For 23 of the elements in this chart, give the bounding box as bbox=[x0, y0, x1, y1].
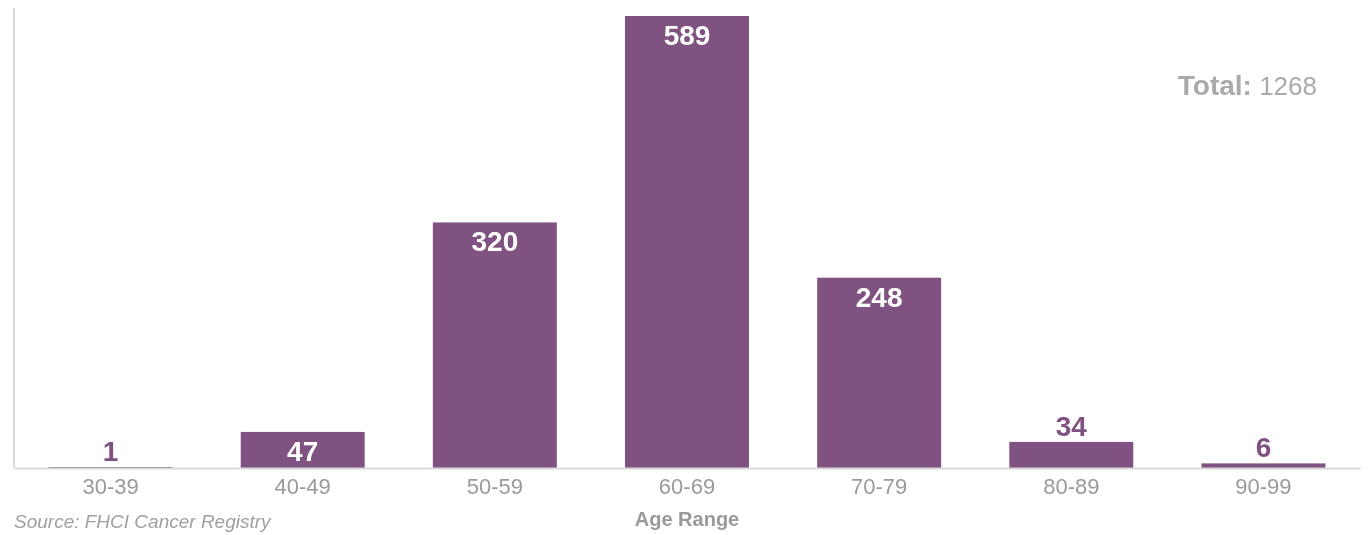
annotation: Total: 1268 bbox=[1177, 70, 1317, 101]
data-label: 320 bbox=[471, 226, 519, 258]
bar bbox=[1009, 441, 1134, 468]
x-tick-label: 40-49 bbox=[274, 473, 331, 499]
data-label: 1 bbox=[102, 436, 119, 468]
x-tick-label: 70-79 bbox=[851, 473, 908, 499]
x-tick-label: 90-99 bbox=[1235, 473, 1292, 499]
bar bbox=[240, 431, 365, 468]
x-tick-label: 30-39 bbox=[82, 473, 139, 499]
data-label: 248 bbox=[855, 281, 903, 313]
bar bbox=[625, 16, 749, 468]
x-axis-title: Age Range bbox=[634, 508, 740, 530]
bar bbox=[817, 277, 942, 468]
bar bbox=[432, 222, 557, 468]
x-tick-label: 60-69 bbox=[658, 473, 716, 499]
data-label: 34 bbox=[1055, 410, 1088, 442]
source-note: Source: FHCI Cancer Registry bbox=[14, 511, 273, 532]
data-label: 589 bbox=[663, 20, 711, 51]
x-tick-label: 80-89 bbox=[1043, 473, 1100, 499]
data-label: 6 bbox=[1255, 432, 1272, 464]
bar bbox=[1201, 463, 1326, 468]
data-label: 47 bbox=[287, 435, 319, 467]
x-tick-label: 50-59 bbox=[466, 473, 523, 499]
